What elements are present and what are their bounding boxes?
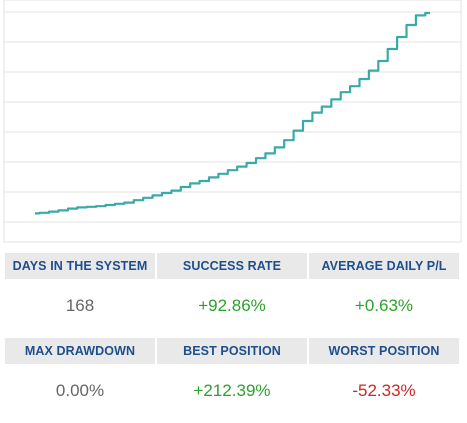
stat-drawdown-label: MAX DRAWDOWN bbox=[5, 338, 155, 364]
stat-worst-label: WORST POSITION bbox=[309, 338, 459, 364]
stat-best-label: BEST POSITION bbox=[157, 338, 307, 364]
stat-days-in-system: DAYS IN THE SYSTEM 168 bbox=[5, 253, 155, 315]
stat-average-value: +0.63% bbox=[354, 296, 414, 315]
chart-frame bbox=[3, 0, 462, 243]
performance-chart-svg bbox=[3, 0, 462, 243]
stat-success-label: SUCCESS RATE bbox=[157, 253, 307, 279]
stat-best-value: +212.39% bbox=[193, 381, 271, 400]
equity-line bbox=[35, 11, 430, 215]
stat-days-label: DAYS IN THE SYSTEM bbox=[5, 253, 155, 279]
stat-worst-value: -52.33% bbox=[352, 381, 416, 400]
stat-drawdown-value: 0.00% bbox=[55, 381, 105, 400]
stat-worst-position: WORST POSITION -52.33% bbox=[309, 338, 459, 400]
stat-days-value: 168 bbox=[65, 296, 95, 315]
performance-chart bbox=[3, 0, 462, 243]
stat-success-rate: SUCCESS RATE +92.86% bbox=[157, 253, 307, 315]
stat-average-label: AVERAGE DAILY P/L bbox=[309, 253, 459, 279]
stat-average-daily-pl: AVERAGE DAILY P/L +0.63% bbox=[309, 253, 459, 315]
stat-max-drawdown: MAX DRAWDOWN 0.00% bbox=[5, 338, 155, 400]
stat-success-value: +92.86% bbox=[198, 296, 266, 315]
stat-best-position: BEST POSITION +212.39% bbox=[157, 338, 307, 400]
